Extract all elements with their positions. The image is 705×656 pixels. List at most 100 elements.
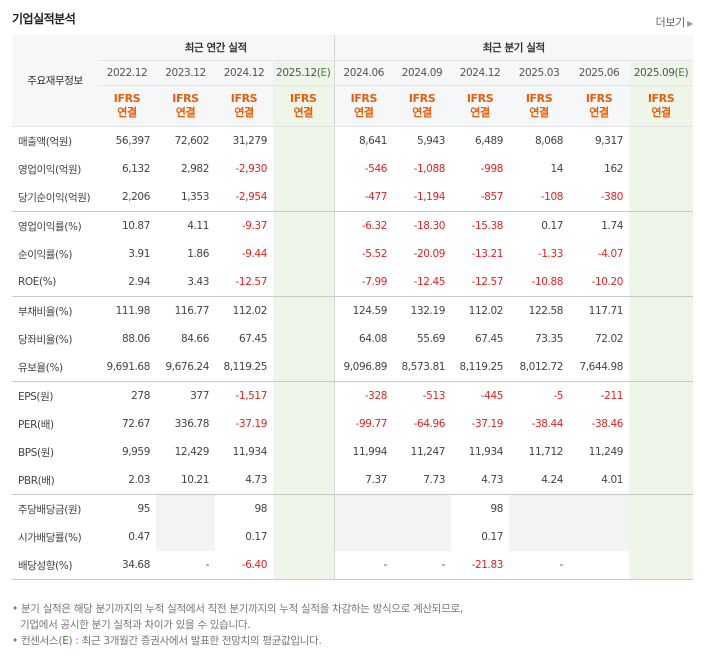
row-label: 매출액(억원)	[12, 126, 98, 155]
value-cell	[629, 183, 694, 212]
table-row: ROE(%) 2.94 3.43 -12.57 -7.99 -12.45 -12.57 -10…	[12, 268, 694, 297]
value-cell	[273, 551, 335, 580]
table-row: 주당배당금(원) 95 98 98	[12, 494, 694, 523]
value-cell: 98	[215, 494, 273, 523]
accounting-standard: IFRS 연결	[334, 85, 394, 127]
row-label: PBR(배)	[12, 466, 98, 495]
value-cell: -38.44	[531, 418, 564, 430]
value-cell: 132.19	[393, 296, 452, 325]
footnotes: • 분기 실적은 해당 분기까지의 누적 실적에서 직전 분기까지의 누적 실적…	[12, 601, 693, 649]
period-header: 2024.12	[215, 60, 273, 86]
value-cell	[629, 523, 694, 551]
value-cell: 7.37	[365, 474, 388, 486]
value-cell	[393, 494, 452, 523]
row-label: 당좌비율(%)	[12, 325, 98, 353]
value-cell: -1.33	[537, 248, 564, 260]
table-row: 영업이익(억원) 6,132 2,982 -2,930 -546 -1,088 -998 14…	[12, 155, 694, 183]
value-cell: 98	[451, 494, 510, 523]
value-cell: 8,119.25	[223, 361, 267, 373]
value-cell: 124.59	[334, 296, 394, 325]
value-cell: 112.02	[451, 296, 510, 325]
value-cell: 1,353	[180, 191, 209, 203]
value-cell: -5	[509, 381, 570, 410]
row-label: 부채비율(%)	[12, 296, 98, 325]
table-row: 시가배당률(%) 0.47 0.17 0.17	[12, 523, 694, 551]
table-row: 유보율(%) 9,691.68 9,676.24 8,119.25 9,096.89 8,…	[12, 353, 694, 382]
row-label: 당기순이익(억원)	[12, 183, 98, 212]
value-cell	[334, 494, 394, 523]
value-cell: 7,644.98	[579, 361, 624, 373]
value-cell: 6,489	[474, 135, 504, 147]
value-cell: 0.17	[509, 211, 570, 240]
row-label: PER(배)	[12, 410, 98, 438]
value-cell: -9.37	[215, 211, 273, 240]
period-header: 2023.12	[156, 60, 215, 86]
accounting-standard: IFRS 연결	[451, 85, 510, 127]
value-cell: -10.88	[531, 276, 564, 288]
value-cell	[334, 523, 394, 551]
value-cell: 11,712	[528, 446, 564, 458]
value-cell	[509, 523, 570, 551]
value-cell: 88.06	[121, 333, 150, 345]
period-header: 2025.09(E)	[629, 60, 694, 86]
value-cell: 31,279	[232, 135, 268, 147]
value-cell	[569, 523, 630, 551]
value-cell: -2,930	[235, 163, 268, 175]
value-cell	[629, 551, 694, 580]
footnote-1-cont: 기업에서 공시한 분기 실적과 차이가 있을 수 있습니다.	[20, 619, 251, 631]
value-cell	[273, 523, 335, 551]
value-cell: -1,088	[413, 163, 446, 175]
table-row: 당기순이익(억원) 2,206 1,353 -2,954 -477 -1,194 -857 -…	[12, 183, 694, 212]
value-cell: 5,943	[416, 135, 446, 147]
value-cell: 377	[156, 381, 215, 410]
value-cell	[629, 296, 694, 325]
footnote-2: • 컨센서스(E) : 최근 3개월간 증권사에서 발표한 전망치의 평균값입니…	[12, 635, 322, 647]
value-cell	[273, 268, 335, 297]
value-cell	[273, 466, 335, 495]
value-cell: 9,959	[121, 446, 150, 458]
row-label: 영업이익(억원)	[12, 155, 98, 183]
value-cell	[629, 126, 694, 155]
value-cell: -12.57	[471, 276, 504, 288]
value-cell: -513	[393, 381, 452, 410]
value-cell	[273, 240, 335, 268]
value-cell: 4.73	[245, 474, 267, 486]
value-cell: 8,119.25	[459, 361, 504, 373]
more-link[interactable]: 더보기 ▶	[655, 14, 694, 30]
value-cell: -	[393, 551, 452, 580]
annual-group-header: 최근 연간 실적	[98, 35, 335, 61]
value-cell: 72.67	[121, 418, 150, 430]
value-cell: -21.83	[451, 551, 510, 580]
value-cell: 95	[98, 494, 156, 523]
table-row: 당좌비율(%) 88.06 84.66 67.45 64.08 55.69 67.45 73.…	[12, 325, 694, 353]
value-cell: 2,206	[121, 191, 150, 203]
value-cell: -857	[480, 191, 504, 203]
value-cell: -380	[600, 191, 624, 203]
value-cell	[629, 494, 694, 523]
value-cell: 278	[98, 381, 156, 410]
value-cell: 34.68	[98, 551, 156, 580]
value-cell: 0.47	[128, 531, 150, 543]
value-cell: 8,573.81	[401, 361, 446, 373]
value-cell: 9,691.68	[106, 361, 150, 373]
value-cell: 122.58	[509, 296, 570, 325]
value-cell: 8,012.72	[519, 361, 564, 373]
value-cell: 11,247	[410, 446, 446, 458]
value-cell: 2.03	[128, 474, 150, 486]
table-row: 배당성향(%) 34.68- -6.40- - -21.83-	[12, 551, 694, 580]
value-cell: 6,132	[121, 163, 150, 175]
table-row: 영업이익률(%) 10.87 4.11 -9.37 -6.32 -18.30 -15.38 0…	[12, 211, 694, 240]
value-cell: 7.73	[423, 474, 446, 486]
period-header: 2022.12	[98, 60, 156, 86]
value-cell: 56,397	[115, 135, 151, 147]
value-cell: -108	[540, 191, 564, 203]
value-cell: -38.46	[591, 418, 624, 430]
more-label: 더보기	[655, 16, 686, 29]
value-cell: -546	[364, 163, 388, 175]
row-label: 순이익률(%)	[12, 240, 98, 268]
value-cell: -477	[364, 191, 388, 203]
value-cell	[629, 466, 694, 495]
value-cell: 4.73	[481, 474, 504, 486]
value-cell: 9,676.24	[165, 361, 209, 373]
row-label: 시가배당률(%)	[12, 523, 98, 551]
